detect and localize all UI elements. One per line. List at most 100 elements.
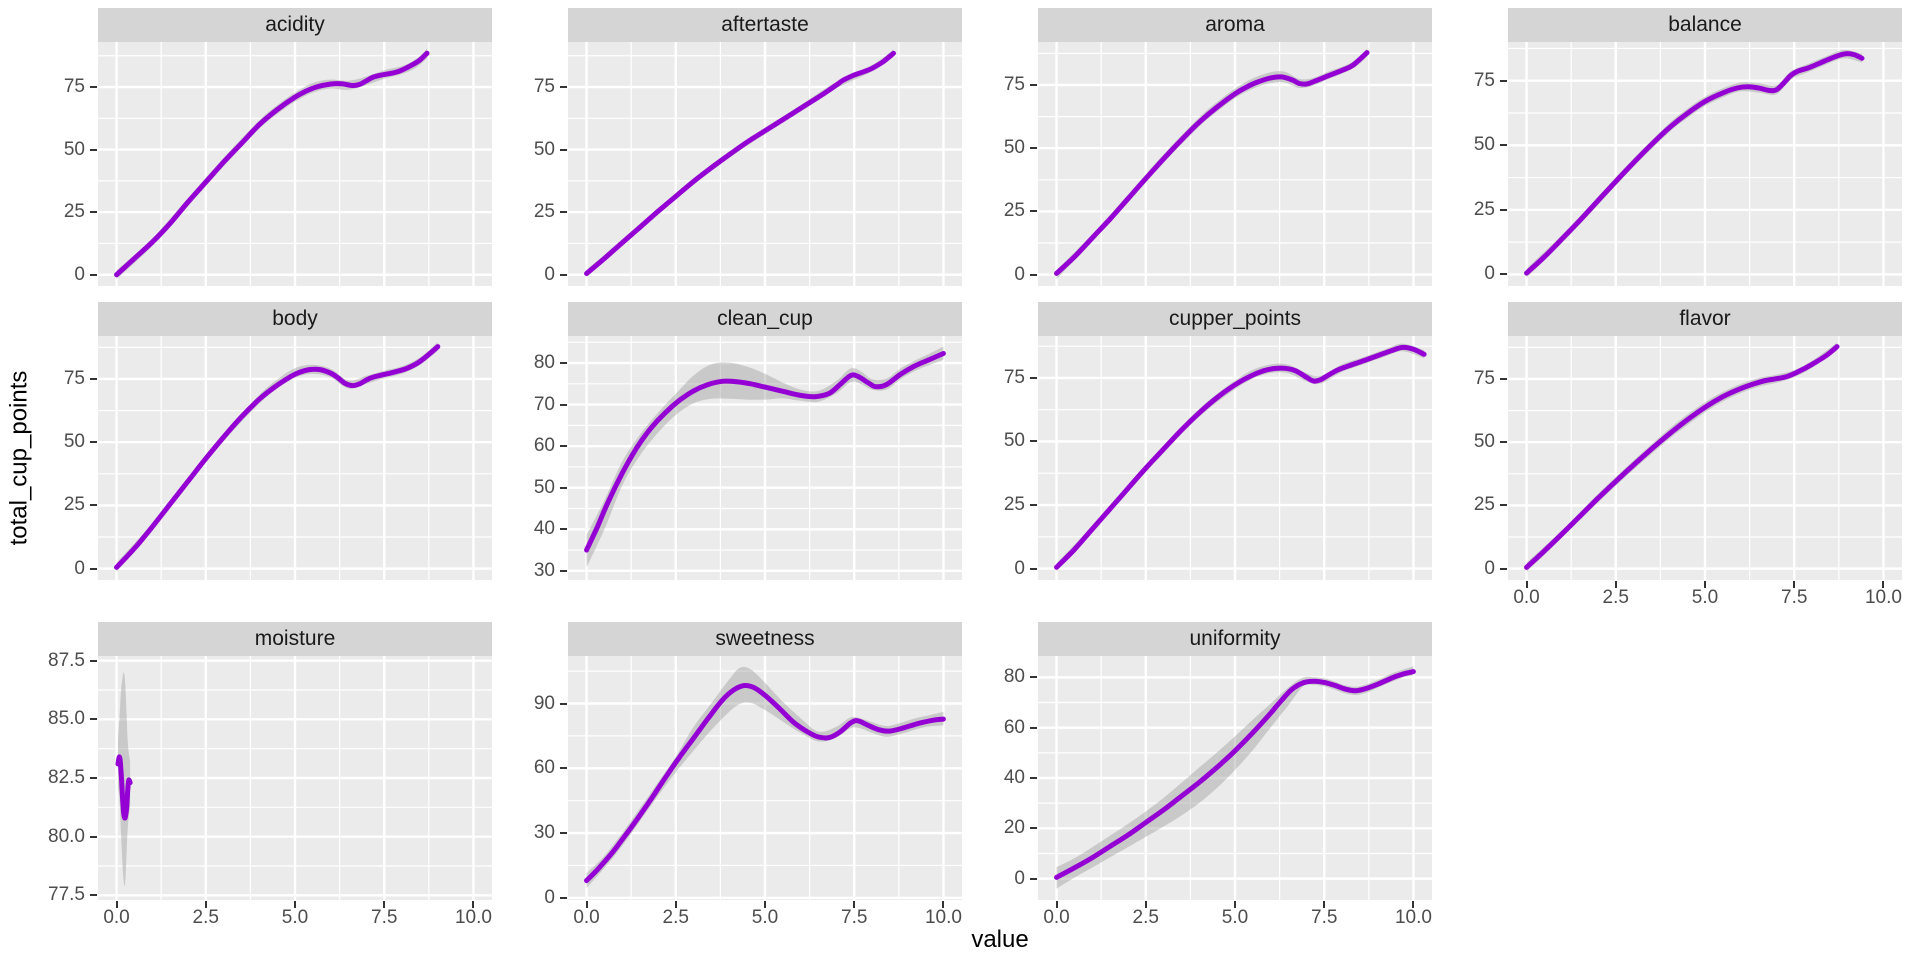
axis-gutter-spacer bbox=[40, 8, 98, 42]
y-tick-mark bbox=[1500, 441, 1507, 444]
facet-cell: moisture 77.5 80.0 82.5 85.0 87.5 0.0 2.5 5.0 7… bbox=[40, 622, 492, 928]
y-tick-label: 60 bbox=[1003, 716, 1025, 738]
y-tick-mark bbox=[1030, 676, 1037, 679]
y-tick-mark bbox=[90, 718, 97, 721]
x-tick-mark bbox=[1704, 581, 1706, 588]
smooth-line bbox=[1524, 344, 1840, 570]
x-tick-mark bbox=[1882, 581, 1885, 588]
y-tick-label: 50 bbox=[1003, 137, 1025, 159]
x-tick-label: 2.5 bbox=[1602, 587, 1629, 608]
axis-gutter-spacer bbox=[510, 900, 568, 926]
y-axis: 0 25 50 75 bbox=[1450, 42, 1508, 286]
facet-cell: sweetness 0 30 60 90 0.0 2.5 5.0 7.5 10.0 bbox=[510, 622, 962, 928]
y-tick-mark bbox=[1030, 273, 1037, 276]
x-tick-mark bbox=[294, 901, 296, 908]
y-tick-label: 50 bbox=[1473, 431, 1495, 453]
plot-panel bbox=[98, 336, 492, 580]
y-tick-label: 50 bbox=[63, 138, 85, 160]
plot-panel bbox=[98, 42, 492, 286]
x-tick-mark bbox=[472, 901, 475, 908]
y-tick-mark bbox=[560, 403, 567, 406]
y-axis-title: total_cup_points bbox=[0, 0, 38, 915]
plot-panel bbox=[1508, 336, 1902, 580]
x-tick-mark bbox=[853, 901, 856, 908]
plot-svg bbox=[568, 656, 962, 900]
y-tick-label: 0 bbox=[74, 557, 85, 579]
y-tick-mark bbox=[1030, 504, 1037, 507]
facet-strip-label: moisture bbox=[254, 627, 336, 650]
y-tick-mark bbox=[90, 86, 97, 89]
plot-panel bbox=[1038, 42, 1432, 286]
y-tick-mark bbox=[90, 567, 97, 570]
y-axis: 0 25 50 75 bbox=[980, 336, 1038, 580]
facet-grid: acidity 0 25 50 75 aftertaste 0 25 50 75 bbox=[40, 8, 1902, 928]
facet-cell: flavor 0 25 50 75 0.0 2.5 5.0 7.5 10.0 bbox=[1450, 302, 1902, 608]
y-tick-label: 60 bbox=[533, 757, 555, 779]
plot-panel bbox=[568, 336, 962, 580]
facet-strip: aftertaste bbox=[568, 8, 962, 42]
y-axis-title-text: total_cup_points bbox=[5, 370, 33, 545]
facet-strip-label: balance bbox=[1668, 13, 1742, 36]
y-tick-mark bbox=[1030, 210, 1037, 213]
y-tick-mark bbox=[1030, 376, 1037, 379]
y-tick-label: 82.5 bbox=[48, 767, 85, 788]
facet-strip-label: clean_cup bbox=[717, 307, 813, 330]
x-tick-label: 2.5 bbox=[192, 907, 219, 928]
y-tick-mark bbox=[1500, 273, 1507, 276]
y-tick-label: 0 bbox=[1484, 263, 1495, 285]
facet-strip-label: body bbox=[272, 307, 318, 330]
facet-strip-label: acidity bbox=[265, 13, 325, 36]
x-tick-label: 10.0 bbox=[454, 907, 492, 928]
x-tick-label: 5.0 bbox=[281, 907, 309, 928]
y-tick-mark bbox=[90, 777, 97, 779]
y-tick-label: 85.0 bbox=[48, 708, 85, 730]
y-tick-label: 75 bbox=[1473, 69, 1495, 91]
x-tick-mark bbox=[1234, 901, 1236, 908]
y-tick-label: 40 bbox=[1003, 767, 1025, 788]
y-tick-mark bbox=[1500, 377, 1507, 380]
x-tick-label: 5.0 bbox=[1221, 907, 1249, 928]
plot-panel bbox=[568, 656, 962, 900]
x-tick-mark bbox=[674, 901, 677, 908]
facet-cell: cupper_points 0 25 50 75 bbox=[980, 302, 1432, 580]
y-tick-mark bbox=[1030, 827, 1037, 830]
y-tick-mark bbox=[560, 362, 567, 365]
axis-gutter-spacer bbox=[40, 302, 98, 336]
y-tick-label: 25 bbox=[533, 201, 555, 223]
axis-gutter-spacer bbox=[980, 8, 1038, 42]
y-tick-mark bbox=[560, 832, 567, 835]
y-tick-mark bbox=[560, 528, 567, 531]
y-tick-label: 50 bbox=[63, 431, 85, 453]
y-tick-mark bbox=[90, 441, 97, 444]
y-tick-label: 0 bbox=[544, 886, 555, 908]
plot-panel bbox=[568, 42, 962, 286]
facet-strip: acidity bbox=[98, 8, 492, 42]
x-tick-mark bbox=[1614, 581, 1617, 588]
facet-strip: balance bbox=[1508, 8, 1902, 42]
x-tick-mark bbox=[204, 901, 207, 908]
y-tick-label: 25 bbox=[1473, 494, 1495, 516]
y-tick-label: 30 bbox=[533, 559, 555, 581]
y-tick-label: 25 bbox=[1473, 198, 1495, 220]
x-tick-mark bbox=[1793, 581, 1796, 588]
x-tick-mark bbox=[585, 901, 588, 908]
plot-svg bbox=[568, 42, 962, 286]
facet-strip: clean_cup bbox=[568, 302, 962, 336]
y-tick-mark bbox=[90, 377, 97, 380]
axis-gutter-spacer bbox=[1450, 580, 1508, 606]
plot-panel bbox=[1038, 336, 1432, 580]
y-tick-mark bbox=[560, 86, 567, 89]
y-axis: 0 25 50 75 bbox=[510, 42, 568, 286]
x-tick-label: 7.5 bbox=[1311, 907, 1338, 928]
y-tick-label: 75 bbox=[1003, 366, 1025, 388]
x-axis: 0.0 2.5 5.0 7.5 10.0 bbox=[568, 900, 962, 928]
y-tick-label: 0 bbox=[1484, 557, 1495, 579]
facet-cell: acidity 0 25 50 75 bbox=[40, 8, 492, 286]
facet-cell: clean_cup 30 40 50 60 70 80 bbox=[510, 302, 962, 581]
x-tick-label: 10.0 bbox=[1394, 907, 1432, 928]
y-tick-label: 0 bbox=[544, 263, 555, 285]
facet-cell: uniformity 0 20 40 60 80 0.0 2.5 5.0 7.5 10.0 bbox=[980, 622, 1432, 928]
y-tick-mark bbox=[560, 148, 567, 151]
y-tick-mark bbox=[560, 445, 567, 448]
